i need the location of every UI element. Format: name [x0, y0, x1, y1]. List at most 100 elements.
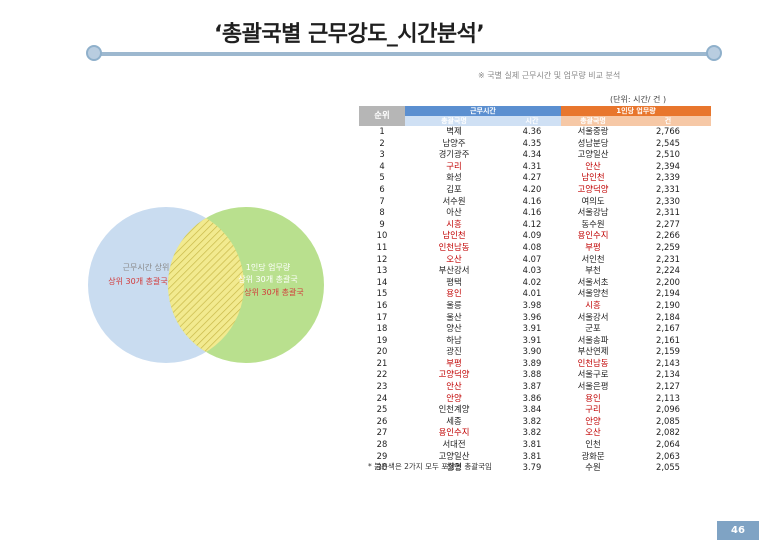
work-hours-office-cell: 안산: [446, 381, 462, 392]
work-hours-office-cell: 양산: [446, 323, 462, 334]
work-hours-office-cell: 고양덕양: [438, 369, 470, 380]
workload-value-cell: 2,224: [656, 265, 680, 276]
rank-cell: 18: [376, 323, 388, 334]
work-hours-office-cell: 안양: [446, 392, 462, 403]
work-hours-value-cell: 3.84: [522, 404, 542, 415]
rank-cell: 4: [379, 160, 385, 171]
workload-office-cell: 서울강남: [577, 207, 609, 218]
workload-value-cell: 2,085: [656, 415, 680, 426]
work-hours-value-cell: 3.81: [522, 450, 542, 461]
workload-office-cell: 안양: [585, 415, 601, 426]
work-hours-value-cell: 4.27: [522, 172, 542, 183]
workload-value-cell: 2,266: [656, 230, 680, 241]
work-hours-office-cell: 벽제: [446, 126, 462, 136]
workload-office-cell: 부평: [585, 241, 601, 252]
work-hours-value-cell: 3.91: [522, 334, 542, 345]
divider-right-knob: [706, 45, 722, 61]
work-hours-value-cell: 3.89: [522, 357, 542, 368]
work-hours-value-cell: 4.02: [522, 276, 542, 287]
workload-value-cell: 2,231: [656, 253, 680, 264]
footnote: * 붉은색은 2가지 모두 포함된 총괄국임: [368, 462, 492, 471]
rank-cell: 2: [379, 137, 385, 148]
work-hours-header: 근무시간: [405, 106, 561, 116]
workload-office-cell: 서울양천: [577, 288, 609, 299]
table-row: 28 서대전 3.81 인천 2,064: [359, 439, 711, 451]
work-hours-office-cell: 용인: [446, 288, 462, 299]
work-hours-office-cell: 시흥: [446, 218, 462, 229]
workload-office-cell: 오산: [585, 427, 601, 438]
rank-cell: 28: [376, 439, 388, 450]
workload-value-cell: 2,330: [656, 195, 680, 206]
work-hours-value-cell: 3.82: [522, 415, 542, 426]
ranking-table: 순위 근무시간 1인당 업무량 총괄국명 시간 총괄국명 건 1 벽제 4.36 서울…: [359, 106, 711, 474]
table-row: 4 구리 4.31 안산 2,394: [359, 161, 711, 173]
workload-value-cell: 2,184: [656, 311, 680, 322]
table-row: 10 남인천 4.09 용인수지 2,266: [359, 230, 711, 242]
workload-office-cell: 고양일산: [577, 149, 609, 160]
work-hours-office-cell: 인천남동: [438, 241, 470, 252]
work-hours-office-cell: 고양일산: [438, 450, 470, 461]
work-hours-office-cell: 아산: [446, 207, 462, 218]
workload-office-cell: 부산연제: [577, 346, 609, 357]
subheader-name1: 총괄국명: [405, 116, 503, 126]
workload-value-cell: 2,766: [656, 126, 680, 136]
work-hours-value-cell: 3.96: [522, 311, 542, 322]
workload-value-cell: 2,394: [656, 160, 680, 171]
work-hours-value-cell: 4.03: [522, 265, 542, 276]
workload-office-cell: 구리: [585, 404, 601, 415]
work-hours-office-cell: 하남: [446, 334, 462, 345]
workload-office-cell: 성남분당: [577, 137, 609, 148]
work-hours-office-cell: 부평: [446, 357, 462, 368]
work-hours-office-cell: 광진: [446, 346, 462, 357]
rank-cell: 14: [376, 276, 388, 287]
rank-cell: 7: [379, 195, 385, 206]
venn-left-line1: 근무시간 상위: [123, 262, 170, 272]
workload-header: 1인당 업무량: [561, 106, 711, 116]
rank-cell: 5: [379, 172, 385, 183]
rank-cell: 25: [376, 404, 388, 415]
work-hours-office-cell: 부산강서: [438, 265, 470, 276]
work-hours-value-cell: 3.86: [522, 392, 542, 403]
work-hours-value-cell: 3.87: [522, 381, 542, 392]
workload-office-cell: 서울서초: [577, 276, 609, 287]
workload-value-cell: 2,339: [656, 172, 680, 183]
page-number: 46: [717, 521, 759, 540]
subheader-name2: 총괄국명: [561, 116, 625, 126]
table-row: 14 평택 4.02 서울서초 2,200: [359, 277, 711, 289]
workload-office-cell: 인천: [585, 439, 601, 450]
table-row: 2 남양주 4.35 성남분당 2,545: [359, 138, 711, 150]
work-hours-value-cell: 4.09: [522, 230, 542, 241]
rank-cell: 13: [376, 265, 388, 276]
workload-office-cell: 용인수지: [577, 230, 609, 241]
venn-right-line3: 상위 30개 총괄국: [244, 287, 303, 297]
rank-cell: 20: [376, 346, 388, 357]
workload-value-cell: 2,190: [656, 299, 680, 310]
work-hours-value-cell: 4.35: [522, 137, 542, 148]
rank-cell: 27: [376, 427, 388, 438]
work-hours-office-cell: 구리: [446, 160, 462, 171]
workload-office-cell: 남인천: [581, 172, 605, 183]
venn-left-line2: 상위 30개 총괄국: [108, 276, 167, 286]
work-hours-value-cell: 4.36: [522, 126, 542, 136]
table-row: 7 서수원 4.16 여의도 2,330: [359, 196, 711, 208]
table-row: 12 오산 4.07 서인천 2,231: [359, 254, 711, 266]
table-row: 20 광진 3.90 부산연제 2,159: [359, 346, 711, 358]
work-hours-value-cell: 4.01: [522, 288, 542, 299]
table-row: 23 안산 3.87 서울은평 2,127: [359, 381, 711, 393]
rank-cell: 26: [376, 415, 388, 426]
work-hours-office-cell: 인천계양: [438, 404, 470, 415]
rank-cell: 17: [376, 311, 388, 322]
rank-cell: 3: [379, 149, 385, 160]
table-row: 22 고양덕양 3.88 서울구로 2,134: [359, 369, 711, 381]
unit-label: (단위: 시간/ 건 ): [610, 95, 667, 104]
venn-overlap: [168, 207, 244, 363]
workload-office-cell: 고양덕양: [577, 183, 609, 194]
subheader-value1: 시간: [503, 116, 561, 126]
work-hours-office-cell: 평택: [446, 276, 462, 287]
table-row: 19 하남 3.91 서울송파 2,161: [359, 335, 711, 347]
workload-value-cell: 2,134: [656, 369, 680, 380]
workload-office-cell: 안산: [585, 160, 601, 171]
rank-cell: 12: [376, 253, 388, 264]
table-row: 24 안양 3.86 용인 2,113: [359, 393, 711, 405]
work-hours-value-cell: 4.20: [522, 183, 542, 194]
